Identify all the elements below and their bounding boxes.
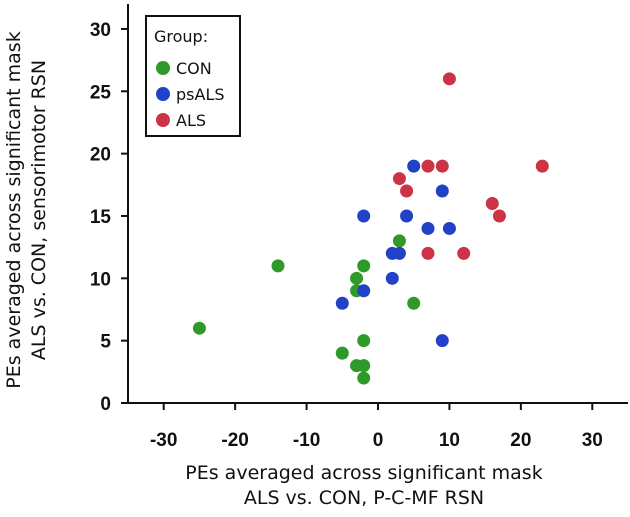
y-axis-title-line-1: PEs averaged across significant mask bbox=[3, 31, 25, 388]
x-tick-label: -20 bbox=[221, 430, 248, 451]
point-als bbox=[535, 159, 549, 173]
point-psals bbox=[357, 284, 371, 298]
point-con bbox=[357, 371, 371, 385]
x-axis-title-line-2: ALS vs. CON, P-C-MF RSN bbox=[244, 487, 484, 509]
x-tick-label: 10 bbox=[439, 430, 460, 451]
point-con bbox=[350, 271, 364, 285]
point-con bbox=[271, 259, 285, 273]
legend-label-als: ALS bbox=[176, 111, 206, 130]
point-con bbox=[407, 296, 421, 310]
point-als bbox=[492, 209, 506, 223]
x-tick-label: -30 bbox=[150, 430, 177, 451]
point-con bbox=[357, 334, 371, 348]
axis-ticks: 0 5 10 15 20 25 30 -30 -20 -10 0 10 20 30 bbox=[90, 20, 603, 451]
point-als bbox=[400, 184, 414, 198]
legend-label-psals: psALS bbox=[176, 85, 225, 104]
y-tick-label: 15 bbox=[90, 207, 112, 228]
y-tick-label: 25 bbox=[90, 82, 112, 103]
point-con bbox=[357, 359, 371, 373]
legend-title: Group: bbox=[154, 27, 208, 46]
point-psals bbox=[435, 184, 449, 198]
point-psals bbox=[400, 209, 414, 223]
x-tick-label: 30 bbox=[582, 430, 603, 451]
point-con bbox=[192, 321, 206, 335]
point-con bbox=[357, 259, 371, 273]
point-psals bbox=[442, 221, 456, 235]
legend-items: CON psALS ALS bbox=[156, 59, 225, 130]
legend-swatch-con bbox=[156, 61, 170, 75]
y-tick-label: 20 bbox=[90, 145, 111, 166]
data-points bbox=[192, 72, 549, 385]
point-psals bbox=[385, 271, 399, 285]
point-con bbox=[335, 346, 349, 360]
y-tick-label: 5 bbox=[100, 332, 111, 353]
point-psals bbox=[335, 296, 349, 310]
x-axis-title: PEs averaged across significant mask ALS… bbox=[185, 462, 542, 509]
x-tick-label: -10 bbox=[293, 430, 320, 451]
y-axis-title-line-2: ALS vs. CON, sensorimotor RSN bbox=[28, 60, 50, 360]
point-psals bbox=[392, 246, 406, 260]
legend-swatch-als bbox=[156, 113, 170, 127]
point-psals bbox=[421, 221, 435, 235]
point-psals bbox=[357, 209, 371, 223]
legend-label-con: CON bbox=[176, 59, 212, 78]
y-tick-label: 30 bbox=[90, 20, 111, 41]
point-psals bbox=[407, 159, 421, 173]
legend-swatch-psals bbox=[156, 87, 170, 101]
y-tick-label: 10 bbox=[90, 269, 111, 290]
x-tick-label: 20 bbox=[510, 430, 531, 451]
point-als bbox=[457, 246, 471, 260]
point-als bbox=[442, 72, 456, 86]
x-axis-title-line-1: PEs averaged across significant mask bbox=[185, 462, 542, 484]
point-als bbox=[485, 197, 499, 210]
point-psals bbox=[435, 334, 449, 348]
point-con bbox=[392, 234, 406, 248]
y-axis-title: PEs averaged across significant mask ALS… bbox=[3, 31, 50, 388]
point-als bbox=[435, 159, 449, 173]
point-als bbox=[392, 172, 406, 186]
point-als bbox=[421, 159, 435, 173]
legend: Group: CON psALS ALS bbox=[145, 15, 241, 137]
y-tick-label: 0 bbox=[100, 394, 111, 415]
x-tick-label: 0 bbox=[373, 430, 384, 451]
point-als bbox=[421, 246, 435, 260]
